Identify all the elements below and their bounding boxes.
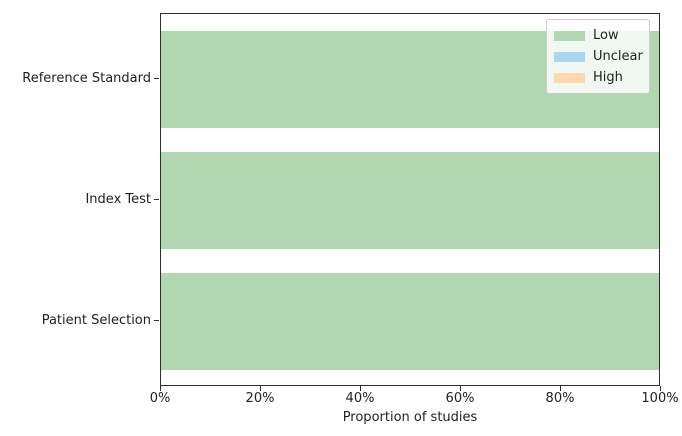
- legend-item-unclear: Unclear: [554, 46, 643, 67]
- legend: Low Unclear High: [546, 19, 650, 94]
- y-tick-label: Index Test: [85, 191, 151, 207]
- x-tick-label: 20%: [245, 391, 275, 406]
- legend-label-unclear: Unclear: [593, 48, 643, 64]
- legend-label-high: High: [593, 69, 623, 85]
- x-axis-label: Proportion of studies: [342, 410, 478, 425]
- y-tick-label: Patient Selection: [41, 312, 151, 328]
- legend-item-high: High: [554, 67, 641, 88]
- bar-row: [161, 273, 659, 371]
- legend-swatch-high: [554, 72, 585, 83]
- x-tick-label: 40%: [345, 391, 375, 406]
- y-tick-mark: [154, 78, 159, 80]
- x-tick-label: 100%: [641, 391, 679, 406]
- x-tick-label: 0%: [149, 391, 171, 406]
- bar-row: [161, 152, 659, 250]
- x-tick-label: 60%: [445, 391, 475, 406]
- y-tick-mark: [154, 320, 159, 322]
- x-tick-label: 80%: [545, 391, 575, 406]
- x-tick-mark: [259, 386, 261, 391]
- x-tick-mark: [359, 386, 361, 391]
- x-tick-mark: [459, 386, 461, 391]
- legend-item-low: Low: [554, 25, 641, 46]
- y-tick-label: Reference Standard: [22, 70, 151, 86]
- legend-label-low: Low: [593, 27, 619, 43]
- x-tick-mark: [559, 386, 561, 391]
- y-tick-mark: [154, 199, 159, 201]
- legend-swatch-unclear: [554, 51, 585, 62]
- x-tick-mark: [659, 386, 661, 391]
- legend-swatch-low: [554, 30, 585, 41]
- bar-segment: [161, 273, 659, 371]
- x-tick-mark: [159, 386, 161, 391]
- bar-segment: [161, 152, 659, 250]
